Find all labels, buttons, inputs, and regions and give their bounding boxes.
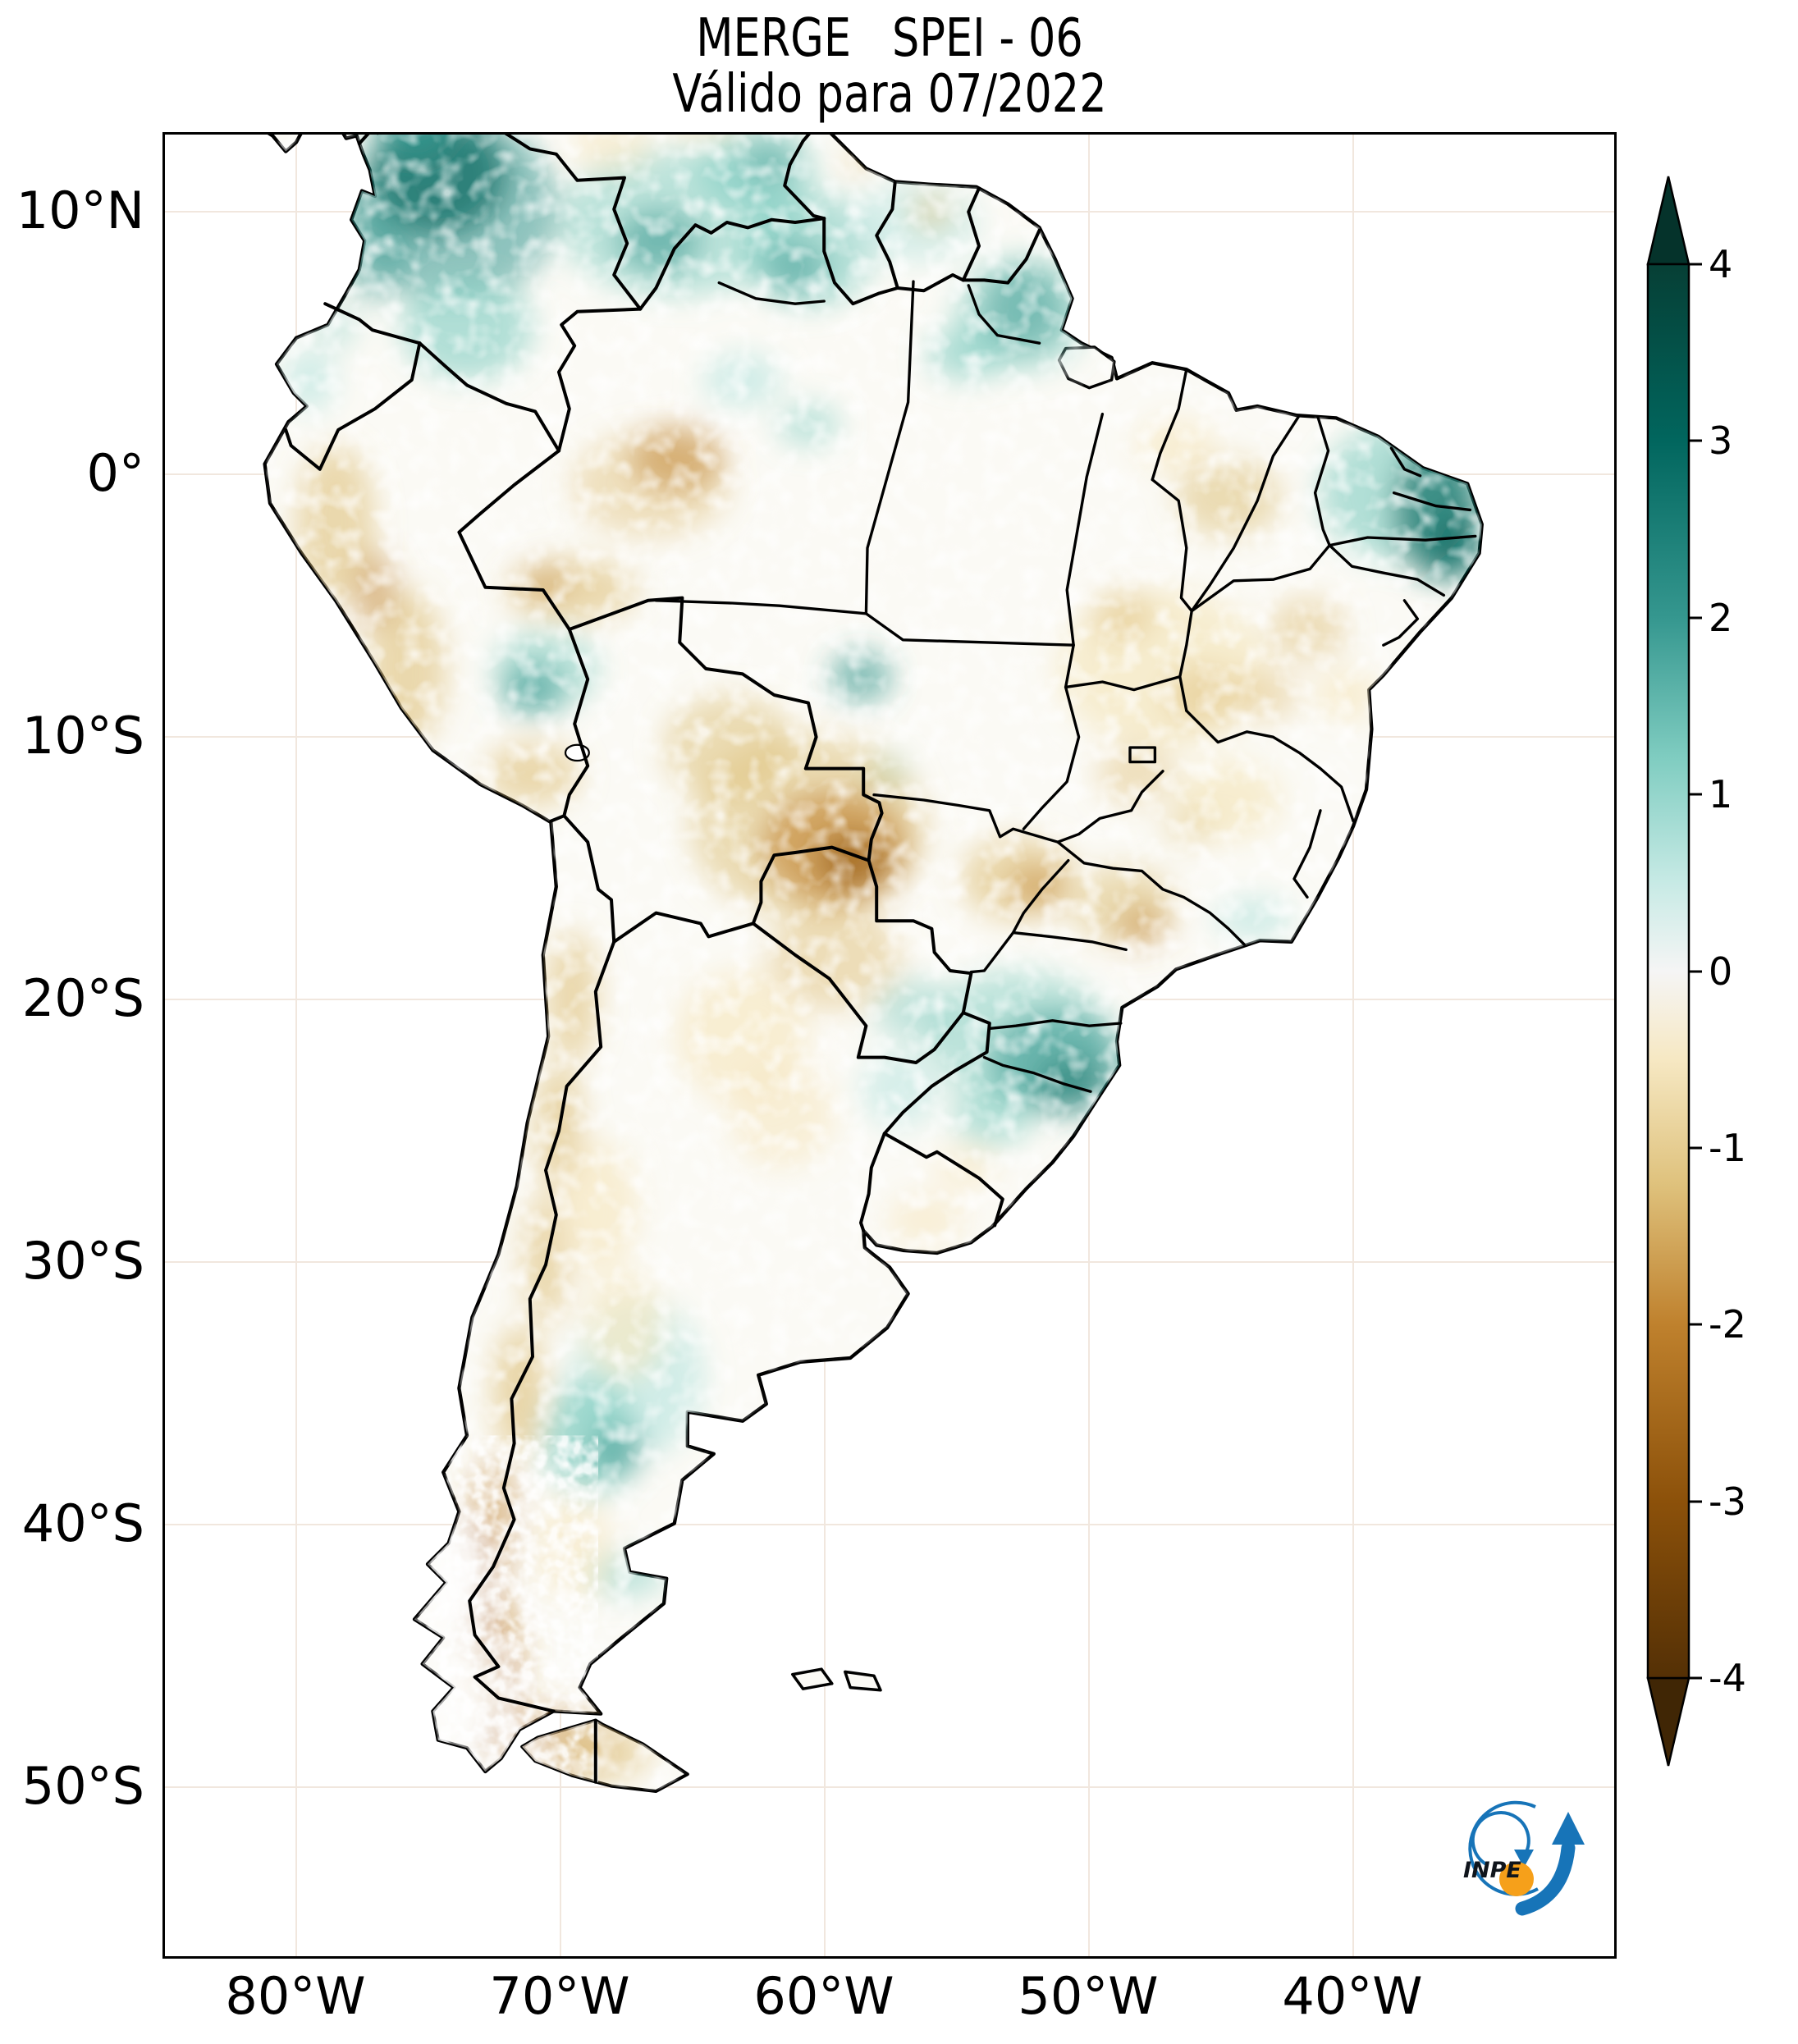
ytick-10S: 10°S [21,706,144,766]
south-america-map [165,135,1614,1956]
chart-subtitle: Válido para 07/2022 [672,64,1107,125]
cbtick-1: 1 [1709,772,1733,816]
inpe-logo: INPE [1463,1800,1585,1916]
colorbar-arrow-up [1646,176,1690,266]
ytick-10N: 10°N [16,181,144,240]
colorbar-arrow-down [1646,1676,1690,1767]
cbtick-0: 0 [1709,949,1733,994]
ytick-30S: 30°S [21,1231,144,1291]
logo-text: INPE [1463,1858,1521,1883]
cbtick-m3: -3 [1709,1479,1746,1524]
logo-swirl-inner [1471,1811,1530,1866]
colorbar-tickmarks [1689,263,1702,1680]
xtick-70W: 70°W [489,1966,630,2026]
xtick-80W: 80°W [225,1966,366,2026]
state-borders [654,280,1477,1093]
map-panel: INPE [162,132,1617,1959]
chart-title: MERGE SPEI - 06 [696,8,1083,69]
colorbar-gradient [1646,263,1690,1680]
cbtick-2: 2 [1709,596,1733,640]
colorbar [1646,176,1702,1767]
raster-speckle [165,135,1482,1791]
cbtick-3: 3 [1709,418,1733,463]
xtick-50W: 50°W [1018,1966,1159,2026]
cbtick-m2: -2 [1709,1302,1746,1347]
logo-swirl-arrowhead [1514,1850,1534,1868]
logo-big-arrow [1515,1841,1576,1916]
ytick-0: 0° [86,443,144,503]
cbtick-m1: -1 [1709,1126,1746,1170]
cbtick-m4: -4 [1709,1656,1746,1700]
cbtick-4: 4 [1709,242,1733,286]
xtick-60W: 60°W [753,1966,894,2026]
logo-orange-dot [1499,1862,1534,1896]
ytick-50S: 50°S [21,1756,144,1816]
ytick-40S: 40°S [21,1493,144,1553]
logo-big-arrowhead [1552,1812,1585,1845]
country-borders [284,135,1041,1784]
xtick-40W: 40°W [1282,1966,1423,2026]
ytick-20S: 20°S [21,968,144,1028]
